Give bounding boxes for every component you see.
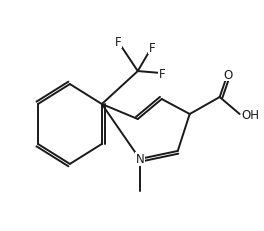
Text: OH: OH [242,108,260,121]
Text: N: N [135,153,144,166]
Text: F: F [158,67,165,80]
Text: F: F [148,41,155,54]
Text: F: F [115,36,121,49]
Text: O: O [223,68,232,81]
